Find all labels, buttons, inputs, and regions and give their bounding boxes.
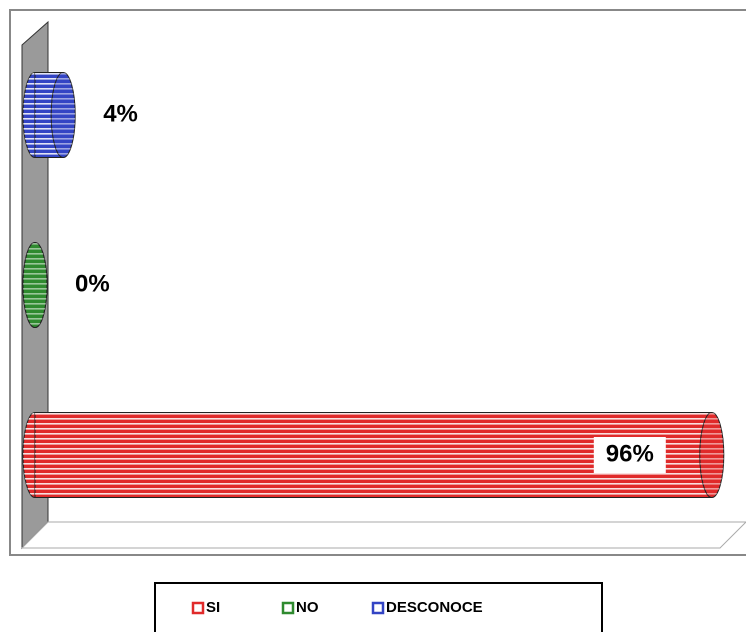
legend-marker <box>191 601 205 615</box>
floor <box>20 521 746 549</box>
bar-cap-right-stripes <box>51 72 76 158</box>
value-label-bg <box>593 437 666 473</box>
legend-label: NO <box>296 599 319 616</box>
value-label: 4% <box>103 100 138 127</box>
bar-cap-right-stripes <box>699 412 724 498</box>
legend-marker <box>371 601 385 615</box>
bar-cap-right-stripes <box>23 242 47 328</box>
legend-label: SI <box>206 599 220 616</box>
legend-label: DESCONOCE <box>386 599 483 616</box>
value-label: 96% <box>606 440 654 467</box>
value-label: 0% <box>75 270 110 297</box>
legend-marker <box>281 601 295 615</box>
